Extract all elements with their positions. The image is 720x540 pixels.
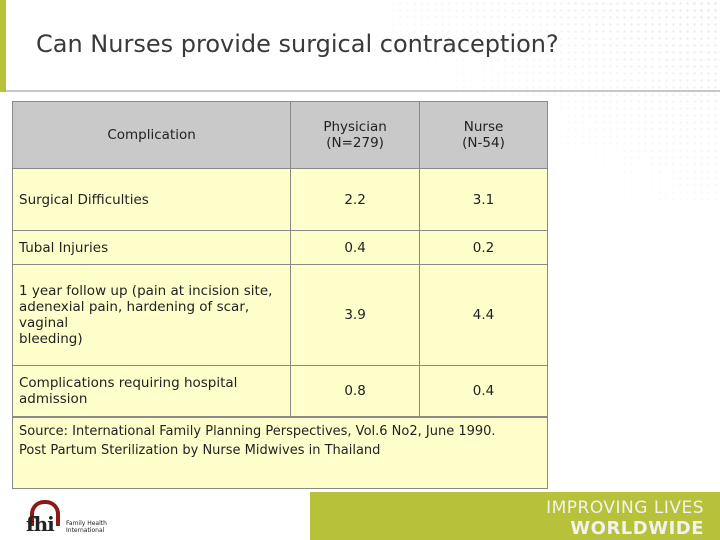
footer-band [310, 492, 720, 540]
table-row: Surgical Difficulties 2.2 3.1 [11, 168, 548, 231]
table-row: Complications requiring hospital admissi… [11, 365, 548, 417]
row-label: Tubal Injuries [11, 230, 292, 265]
source-note: Source: International Family Planning Pe… [12, 417, 548, 489]
nurse-value: 4.4 [419, 264, 548, 366]
header-nurse: Nurse (N-54) [419, 101, 548, 169]
logo-arc-icon [30, 500, 60, 526]
header-physician: Physician (N=279) [290, 101, 421, 169]
table-header-row: Complication Physician (N=279) Nurse (N-… [11, 101, 548, 169]
header-complication: Complication [11, 101, 292, 169]
nurse-value: 0.4 [419, 365, 548, 417]
physician-value: 3.9 [290, 264, 421, 366]
physician-value: 2.2 [290, 168, 421, 231]
table-row: 1 year follow up (pain at incision site,… [11, 264, 548, 366]
nurse-value: 3.1 [419, 168, 548, 231]
nurse-value: 0.2 [419, 230, 548, 265]
slogan-line-2: WORLDWIDE [570, 518, 704, 539]
left-accent-bar [0, 0, 6, 92]
slogan: IMPROVING LIVES WORLDWIDE [546, 498, 704, 539]
row-label: Complications requiring hospital admissi… [11, 365, 292, 417]
slide-title: Can Nurses provide surgical contraceptio… [36, 30, 559, 58]
table-row: Tubal Injuries 0.4 0.2 [11, 230, 548, 265]
physician-value: 0.8 [290, 365, 421, 417]
fhi-logo-icon: fhi Family Health International [26, 498, 116, 538]
logo-mark: fhi [26, 512, 55, 536]
logo-subtext: Family Health International [66, 520, 107, 534]
row-label: 1 year follow up (pain at incision site,… [11, 264, 292, 366]
physician-value: 0.4 [290, 230, 421, 265]
complications-table: Complication Physician (N=279) Nurse (N-… [11, 101, 548, 417]
row-label: Surgical Difficulties [11, 168, 292, 231]
slogan-line-1: IMPROVING LIVES [546, 498, 704, 518]
title-rule [6, 90, 720, 92]
